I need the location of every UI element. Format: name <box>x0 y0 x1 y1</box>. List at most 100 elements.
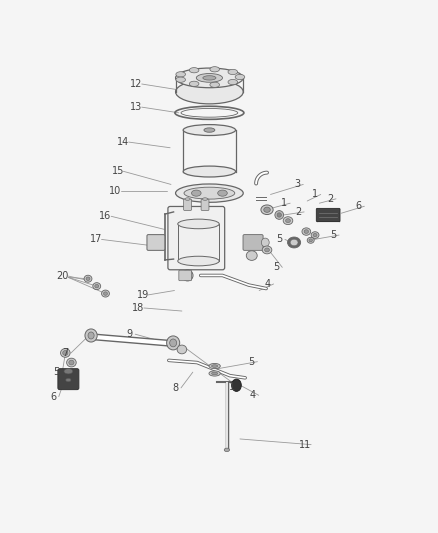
Ellipse shape <box>178 219 219 229</box>
Ellipse shape <box>189 81 199 86</box>
Text: 2: 2 <box>327 194 333 204</box>
Ellipse shape <box>170 339 177 347</box>
Text: 13: 13 <box>130 102 142 112</box>
Text: 5: 5 <box>249 357 255 367</box>
Ellipse shape <box>210 82 219 87</box>
Ellipse shape <box>183 166 236 177</box>
Ellipse shape <box>196 74 223 82</box>
Ellipse shape <box>212 372 218 375</box>
Ellipse shape <box>261 205 273 215</box>
Ellipse shape <box>176 72 185 77</box>
Ellipse shape <box>246 251 257 261</box>
Ellipse shape <box>93 282 101 289</box>
Ellipse shape <box>209 364 220 369</box>
Ellipse shape <box>232 379 241 391</box>
Ellipse shape <box>209 371 220 376</box>
Text: 16: 16 <box>99 211 112 221</box>
Ellipse shape <box>184 187 235 199</box>
FancyBboxPatch shape <box>179 270 191 281</box>
Ellipse shape <box>212 365 218 367</box>
Ellipse shape <box>177 345 187 354</box>
Ellipse shape <box>203 76 216 80</box>
Ellipse shape <box>288 237 300 248</box>
Ellipse shape <box>176 184 243 203</box>
Ellipse shape <box>166 336 180 350</box>
Ellipse shape <box>283 217 293 224</box>
Ellipse shape <box>277 213 282 217</box>
Ellipse shape <box>178 256 219 266</box>
Ellipse shape <box>185 198 190 200</box>
Ellipse shape <box>302 228 311 235</box>
Ellipse shape <box>235 75 245 79</box>
Text: 5: 5 <box>276 235 283 245</box>
Text: 6: 6 <box>50 392 56 401</box>
Text: 4: 4 <box>250 390 256 400</box>
Ellipse shape <box>176 80 243 104</box>
Ellipse shape <box>204 128 215 132</box>
Text: 8: 8 <box>172 383 178 393</box>
Ellipse shape <box>313 233 317 237</box>
Ellipse shape <box>102 290 110 297</box>
Text: 5: 5 <box>330 230 336 240</box>
Text: 11: 11 <box>299 440 311 450</box>
Ellipse shape <box>228 79 237 85</box>
Text: 17: 17 <box>90 235 102 245</box>
Ellipse shape <box>286 219 290 223</box>
Text: 15: 15 <box>112 166 124 176</box>
Ellipse shape <box>265 248 269 252</box>
Ellipse shape <box>191 190 201 196</box>
Ellipse shape <box>262 246 272 254</box>
Ellipse shape <box>264 207 270 212</box>
Text: 7: 7 <box>62 348 68 358</box>
FancyBboxPatch shape <box>147 235 165 251</box>
Text: 18: 18 <box>132 303 145 313</box>
Text: 5: 5 <box>53 367 60 377</box>
Ellipse shape <box>176 77 185 82</box>
Ellipse shape <box>66 378 71 382</box>
FancyBboxPatch shape <box>316 208 340 222</box>
Text: 3: 3 <box>294 180 300 189</box>
Text: 4: 4 <box>265 279 271 289</box>
Ellipse shape <box>183 125 236 135</box>
Ellipse shape <box>64 369 73 374</box>
Ellipse shape <box>189 68 199 73</box>
Ellipse shape <box>275 211 284 220</box>
Text: 6: 6 <box>356 201 362 211</box>
Ellipse shape <box>85 329 97 342</box>
Text: 9: 9 <box>127 329 133 339</box>
Ellipse shape <box>224 448 230 451</box>
Ellipse shape <box>210 67 219 72</box>
Ellipse shape <box>103 292 107 295</box>
FancyBboxPatch shape <box>58 369 79 390</box>
Ellipse shape <box>261 238 269 247</box>
Text: 5: 5 <box>273 262 280 272</box>
FancyBboxPatch shape <box>168 206 225 270</box>
Ellipse shape <box>84 275 92 282</box>
Text: 10: 10 <box>109 187 121 196</box>
Text: 2: 2 <box>295 207 302 217</box>
Ellipse shape <box>63 351 68 356</box>
Text: 1: 1 <box>312 189 318 199</box>
FancyBboxPatch shape <box>243 235 263 251</box>
Ellipse shape <box>304 230 308 233</box>
Ellipse shape <box>182 270 193 281</box>
Ellipse shape <box>176 68 243 88</box>
Ellipse shape <box>218 190 227 196</box>
Ellipse shape <box>309 239 312 242</box>
Text: 12: 12 <box>130 79 142 89</box>
FancyBboxPatch shape <box>184 199 191 211</box>
Ellipse shape <box>202 198 208 200</box>
Text: 1: 1 <box>229 382 235 392</box>
Ellipse shape <box>307 237 314 243</box>
Ellipse shape <box>290 239 298 246</box>
Ellipse shape <box>86 277 90 280</box>
Text: 20: 20 <box>57 271 69 281</box>
Ellipse shape <box>228 69 237 75</box>
Text: 19: 19 <box>137 290 149 300</box>
Ellipse shape <box>311 232 319 238</box>
Text: 14: 14 <box>117 137 129 147</box>
Ellipse shape <box>69 360 74 365</box>
Ellipse shape <box>67 358 76 367</box>
Ellipse shape <box>88 332 94 339</box>
Text: 1: 1 <box>282 198 288 208</box>
